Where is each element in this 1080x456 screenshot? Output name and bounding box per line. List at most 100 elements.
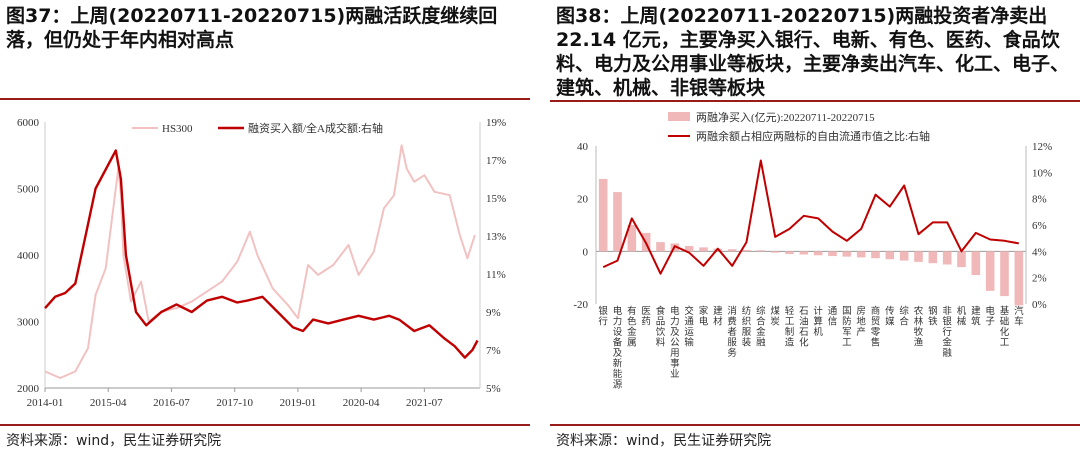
net-buy-bar — [928, 251, 938, 264]
x-category-label: 非银行金融 — [942, 305, 952, 359]
net-buy-bar — [656, 242, 665, 252]
net-buy-bar — [985, 251, 995, 291]
net-buy-bar — [684, 246, 694, 252]
x-category-label: 国防军工 — [842, 306, 852, 349]
x-tick-label: 2014-01 — [27, 397, 64, 409]
net-buy-bar — [942, 251, 952, 265]
right-y-tick-label: 4% — [1032, 246, 1047, 258]
net-buy-bar — [799, 251, 809, 255]
net-buy-bar — [785, 251, 794, 254]
x-category-label: 汽车 — [1014, 305, 1024, 328]
x-category-label: 综合 — [899, 305, 909, 328]
legend-label-ratio: 两融余额占相应两融标的自由流通市值之比:右轴 — [696, 129, 930, 143]
left-source-note: 资料来源：wind，民生证券研究院 — [6, 433, 222, 449]
x-category-label: 商贸零售 — [871, 305, 881, 349]
x-category-label: 家电 — [699, 305, 709, 328]
net-buy-bar — [613, 192, 622, 252]
x-tick-label: 2021-07 — [406, 397, 443, 409]
net-buy-bar — [627, 225, 637, 252]
x-category-label: 建筑 — [971, 305, 981, 328]
right-panel: 图38：上周(20220711-20220715)两融投资者净卖出 22.14 … — [550, 0, 1080, 456]
net-buy-bar — [899, 251, 909, 261]
right-y-tick-label: 2% — [1032, 273, 1047, 285]
x-category-label: 建材 — [713, 305, 723, 328]
x-category-label: 基础化工 — [1000, 305, 1010, 349]
legend-swatch-net-buy — [668, 112, 690, 121]
left-y-tick-label: -20 — [573, 299, 588, 311]
right-bar-chart: -20 0 20 40 0% 2% 4% 6% 8% 10% 12% 银行电力设备及新能源有色金属医药… — [573, 110, 1052, 391]
right-y-tick-label: 7% — [486, 345, 501, 357]
right-y-tick-label: 9% — [486, 307, 501, 319]
left-y-tick-label: 40 — [577, 141, 589, 153]
x-category-label: 农林牧渔 — [914, 305, 924, 349]
left-y-tick-label: 5000 — [17, 184, 40, 196]
right-y-tick-label: 6% — [1032, 220, 1047, 232]
net-buy-bar — [598, 178, 608, 252]
x-tick-label: 2016-07 — [153, 397, 190, 409]
left-y-tick-label: 6000 — [17, 117, 40, 129]
left-y-tick-label: 0 — [583, 246, 589, 258]
right-y-tick-label: 11% — [486, 269, 506, 281]
left-y-tick-label: 2000 — [17, 383, 40, 395]
right-y-tick-label: 8% — [1032, 194, 1047, 206]
right-y-tick-label: 5% — [486, 383, 501, 395]
net-buy-bar — [971, 251, 981, 276]
legend-label-net-buy: 两融净买入(亿元):20220711-20220715 — [696, 110, 875, 124]
left-panel: 图37：上周(20220711-20220715)两融活跃度继续回落，但仍处于年… — [0, 0, 530, 456]
x-tick-label: 2019-01 — [280, 397, 317, 409]
right-y-tick-label: 15% — [486, 193, 506, 205]
x-category-label: 食品饮料 — [656, 305, 666, 349]
x-category-label: 电力设备及新能源 — [613, 305, 623, 391]
right-chart-title: 图38：上周(20220711-20220715)两融投资者净卖出 22.14 … — [556, 5, 1070, 99]
x-category-label: 钢铁 — [928, 305, 938, 328]
x-category-label: 煤炭 — [770, 305, 780, 328]
x-category-label: 房地产 — [856, 305, 866, 338]
x-category-label: 医药 — [641, 306, 651, 328]
left-chart-title: 图37：上周(20220711-20220715)两融活跃度继续回落，但仍处于年… — [6, 5, 498, 51]
right-y-tick-label: 13% — [486, 231, 506, 243]
left-y-tick-label: 3000 — [17, 317, 40, 329]
x-category-label: 石油石化 — [799, 307, 809, 349]
x-category-label: 纺织服装 — [742, 305, 752, 349]
left-y-tick-label: 4000 — [17, 250, 40, 262]
x-category-label: 有色金属 — [627, 305, 637, 349]
x-category-label: 机械 — [957, 305, 967, 328]
hs300-line — [44, 144, 476, 379]
legend-label-margin-ratio: 融资买入额/全A成交额:右轴 — [248, 121, 383, 135]
net-buy-bar — [742, 250, 751, 252]
x-category-label: 计算机 — [813, 305, 823, 338]
x-category-label: 银行 — [598, 305, 608, 328]
x-category-label: 电子 — [985, 305, 995, 328]
legend-label-hs300: HS300 — [162, 123, 193, 135]
left-line-chart: 2000 3000 4000 5000 6000 5% 7% 9% 11% 13% 15% 17% 19… — [17, 117, 506, 409]
right-y-tick-label: 19% — [486, 117, 506, 129]
x-category-label: 电力及公用事业 — [670, 305, 680, 380]
left-y-tick-label: 20 — [577, 194, 589, 206]
right-y-tick-label: 0% — [1032, 299, 1047, 311]
x-category-label: 通信 — [828, 306, 838, 328]
right-title-divider — [550, 100, 1080, 102]
net-buy-bar — [828, 251, 837, 257]
x-category-label: 交通运输 — [684, 305, 694, 349]
right-y-tick-label: 10% — [1032, 167, 1052, 179]
x-category-label: 传媒 — [885, 305, 895, 328]
net-buy-bar — [699, 247, 708, 252]
net-buy-bar — [957, 251, 966, 268]
x-category-label: 轻工制造 — [785, 305, 795, 349]
margin-buy-ratio-line — [44, 149, 479, 359]
right-y-tick-label: 12% — [1032, 141, 1052, 153]
net-buy-bar — [885, 251, 895, 260]
x-tick-label: 2015-04 — [90, 397, 127, 409]
net-buy-bar — [871, 251, 880, 259]
net-buy-bar — [770, 251, 780, 253]
x-tick-label: 2017-10 — [216, 397, 253, 409]
net-buy-bar — [727, 249, 737, 252]
x-tick-label: 2020-04 — [343, 397, 380, 409]
net-buy-bar — [756, 250, 766, 252]
net-buy-bar — [813, 251, 823, 256]
net-buy-bar — [856, 251, 866, 258]
net-buy-bar — [842, 251, 852, 257]
right-source-note: 资料来源：wind，民生证券研究院 — [556, 433, 772, 449]
x-category-label: 消费者服务 — [727, 305, 737, 359]
net-buy-bar — [1014, 251, 1024, 306]
